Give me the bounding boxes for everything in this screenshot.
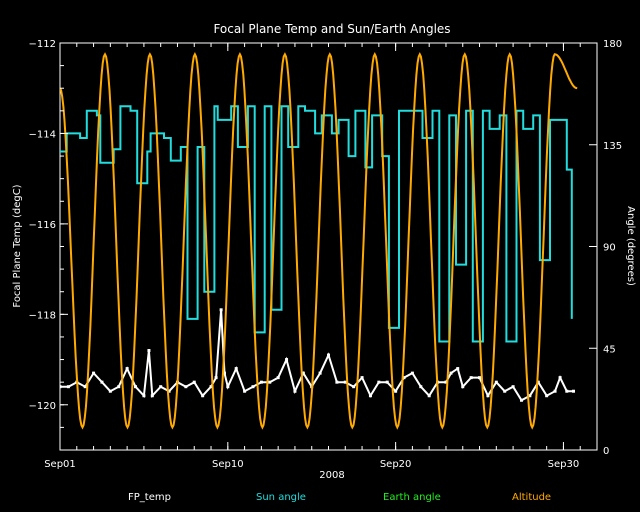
chart-title: Focal Plane Temp and Sun/Earth Angles (213, 22, 450, 36)
legend-sun-angle: Sun angle (256, 492, 306, 503)
x-tick-label: Sep20 (380, 459, 412, 470)
x-tick-label: Sep10 (212, 459, 244, 470)
y-axis-label-right: Angle (degrees) (625, 206, 636, 286)
legend-fp-temp: FP_temp (128, 492, 171, 503)
x-tick-label: Sep01 (44, 459, 76, 470)
y-right-tick-label: 45 (603, 344, 616, 355)
x-axis-label: 2008 (319, 470, 344, 481)
line-altitude (60, 51, 578, 430)
y-right-tick-label: 0 (603, 446, 609, 457)
trace-fp-temp (60, 309, 574, 402)
legend-earth-angle: Earth angle (383, 492, 441, 503)
y-right-tick-label: 135 (603, 141, 622, 152)
y-left-tick-label: −114 (29, 129, 56, 140)
legend-altitude: Altitude (512, 492, 552, 503)
y-axis-label-left: Focal Plane Temp (degC) (12, 184, 23, 307)
y-left-tick-label: −116 (29, 220, 56, 231)
y-left-tick-label: −118 (29, 310, 56, 321)
y-left-tick-label: −112 (29, 39, 56, 50)
y-left-tick-label: −120 (29, 401, 56, 412)
y-right-tick-label: 180 (603, 39, 622, 50)
series-layer (60, 51, 578, 430)
axis-layer: Sep01 Sep10 Sep20 Sep30 −112 −114 −116 −118 −120… (29, 39, 623, 470)
line-sun-angle (60, 105, 573, 343)
x-tick-label: Sep30 (548, 459, 580, 470)
y-right-tick-label: 90 (603, 243, 616, 254)
point-fp-temp (572, 389, 576, 393)
